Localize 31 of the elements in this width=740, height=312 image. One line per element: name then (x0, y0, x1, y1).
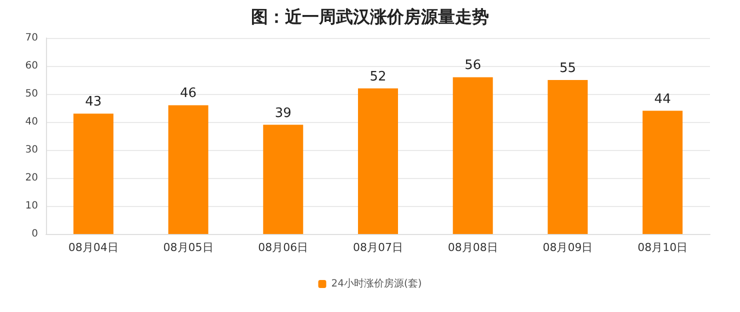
data-label: 52 (370, 69, 386, 84)
y-tick-label: 40 (25, 116, 38, 128)
x-tick-label: 08月09日 (542, 241, 593, 254)
bar (452, 77, 493, 234)
bar (642, 110, 683, 234)
legend-label: 24小时涨价房源(套) (331, 278, 422, 290)
bar (73, 114, 114, 234)
y-tick-label: 70 (25, 32, 38, 44)
data-label: 43 (85, 94, 102, 110)
bar (548, 80, 588, 234)
y-tick-label: 10 (25, 200, 38, 212)
x-tick-label: 08月06日 (258, 241, 308, 254)
x-tick-label: 08月10日 (638, 241, 688, 254)
y-tick-label: 0 (32, 228, 38, 240)
x-tick-label: 08月05日 (163, 241, 214, 254)
x-tick-label: 08月07日 (353, 241, 403, 254)
data-label: 39 (274, 106, 292, 121)
chart-title: 图：近一周武汉涨价房源量走势 (251, 8, 489, 28)
y-tick-label: 60 (25, 60, 38, 72)
bar (263, 124, 304, 234)
data-label: 56 (464, 58, 482, 74)
data-label: 55 (559, 61, 576, 76)
bar (358, 88, 398, 234)
y-tick-label: 20 (25, 172, 38, 184)
y-tick-label: 30 (25, 144, 38, 156)
x-tick-label: 08月08日 (448, 241, 498, 254)
y-tick-label: 50 (25, 88, 38, 100)
bar (168, 105, 208, 234)
data-label: 44 (654, 92, 671, 107)
x-tick-label: 08月04日 (68, 241, 118, 254)
data-label: 46 (180, 86, 197, 102)
